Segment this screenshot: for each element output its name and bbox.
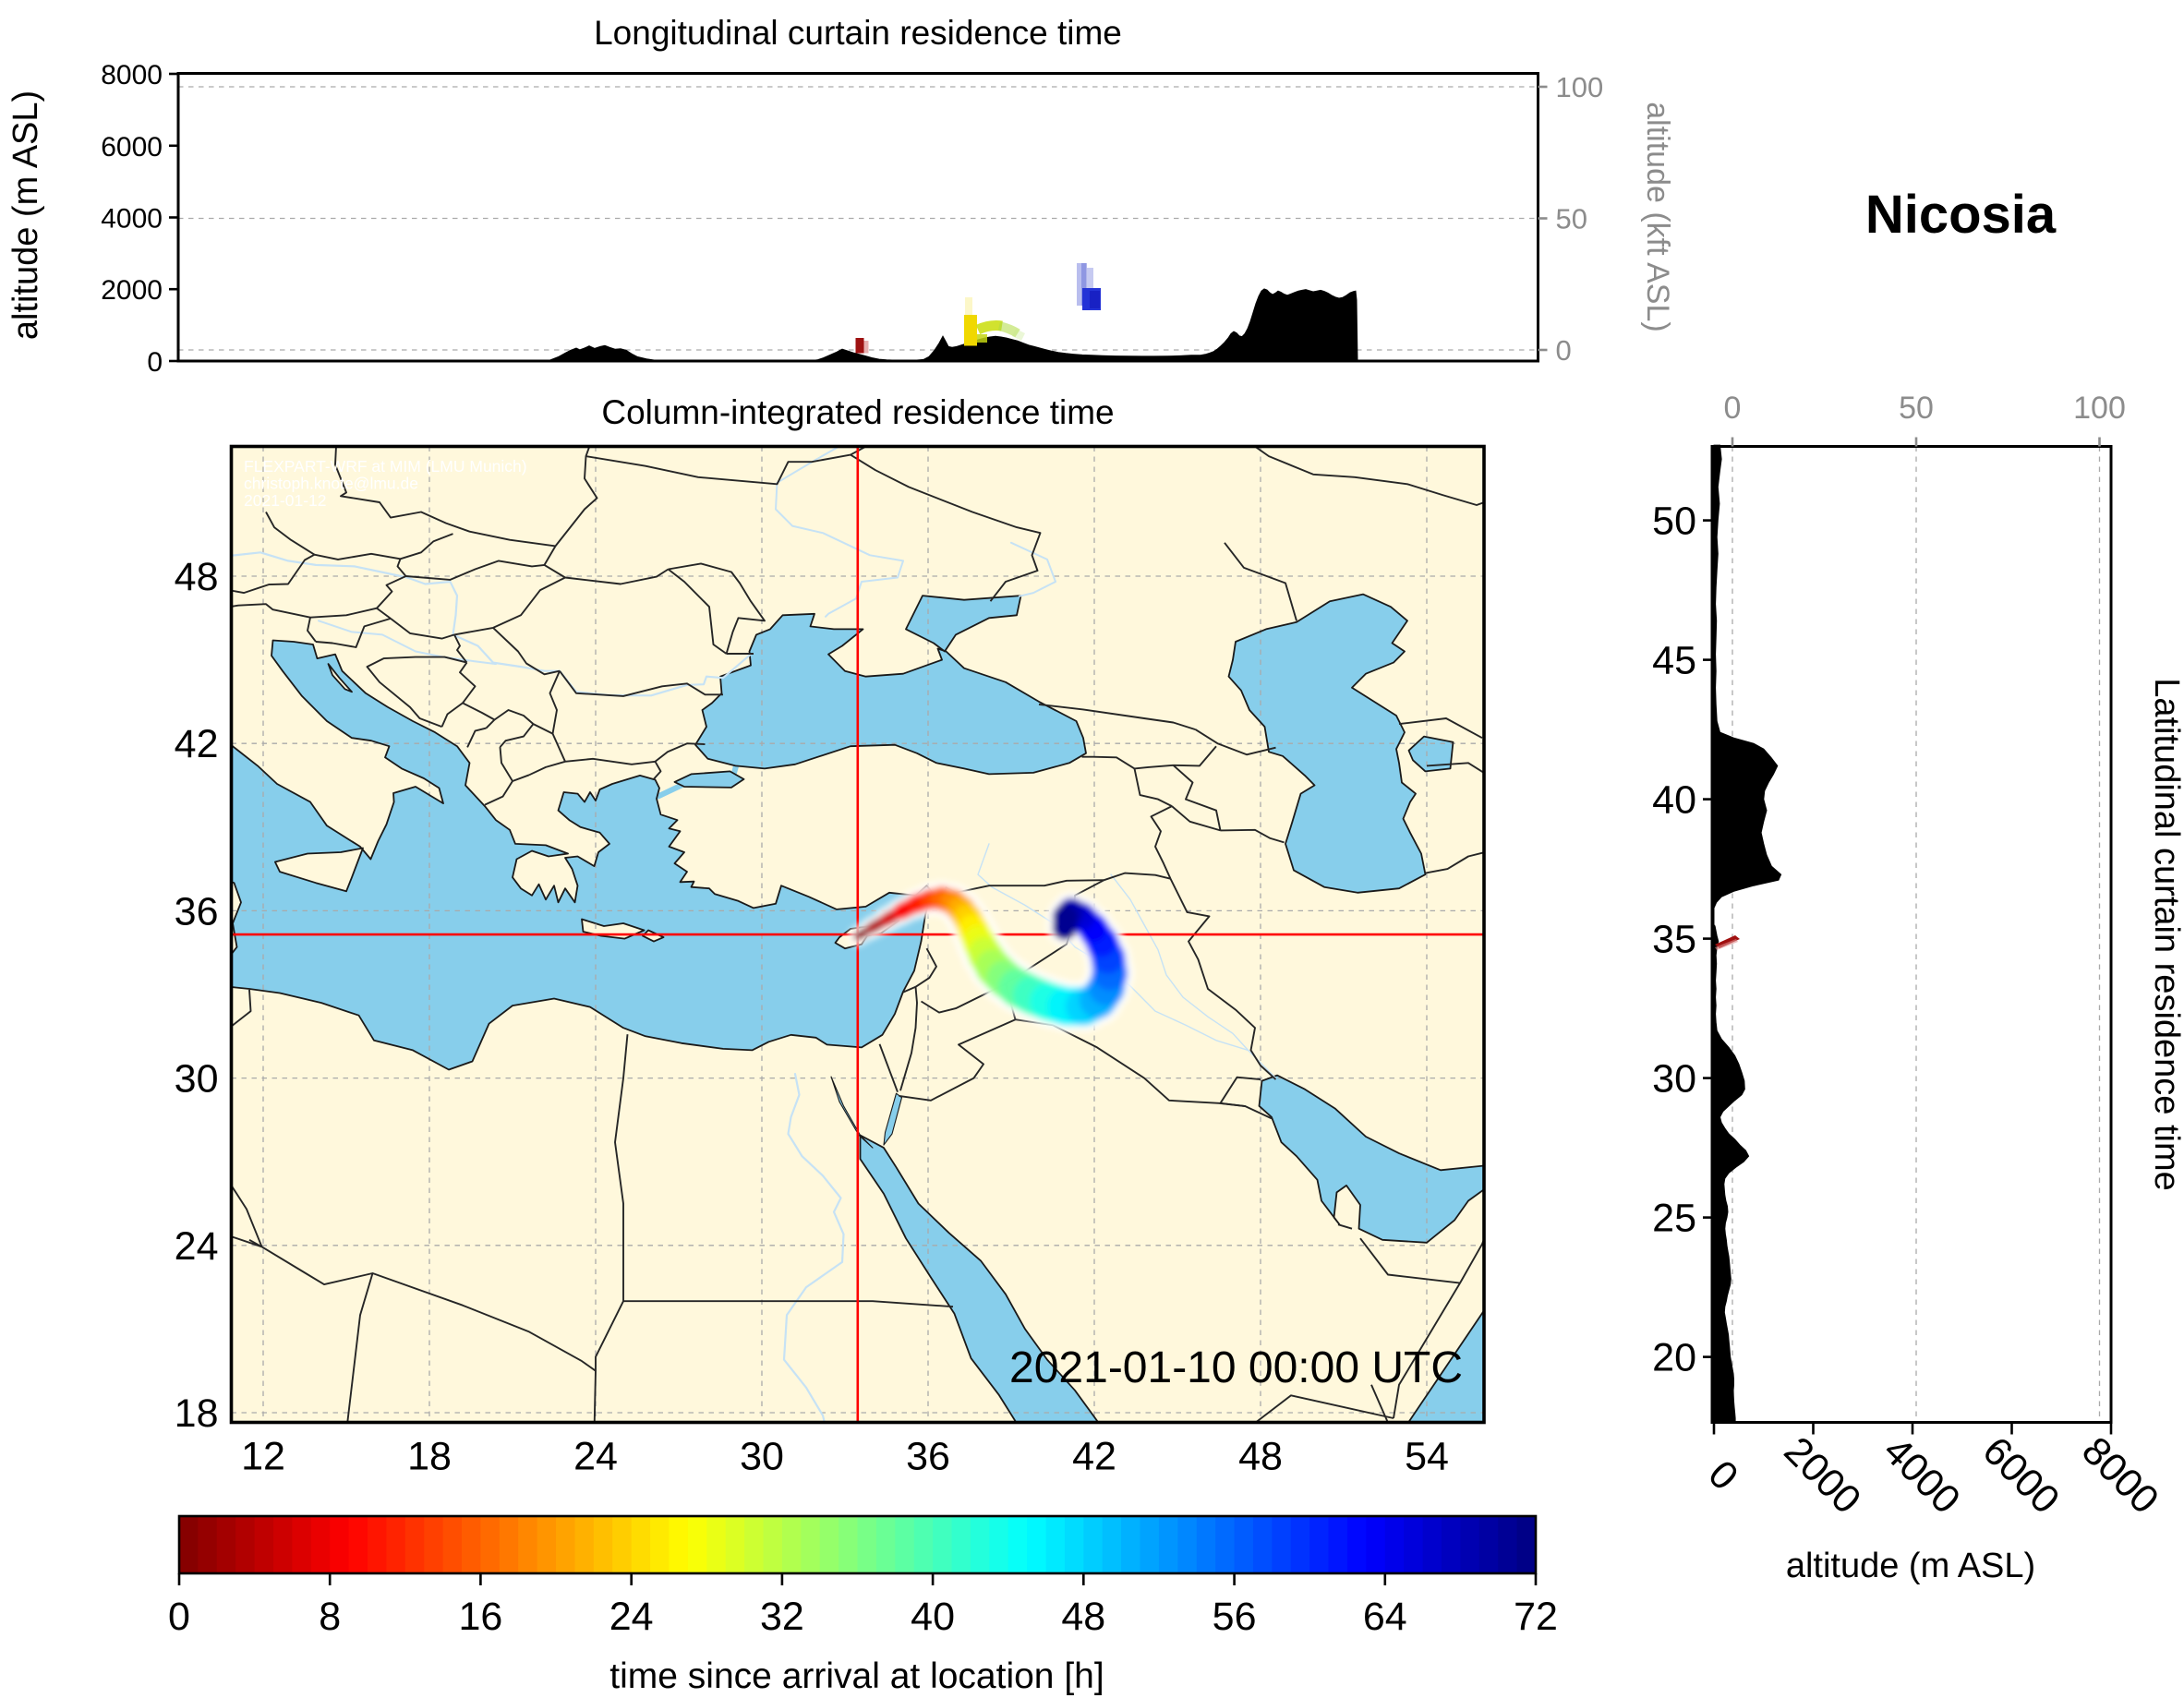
svg-text:4000: 4000 bbox=[101, 204, 163, 235]
svg-text:30: 30 bbox=[740, 1435, 784, 1479]
svg-text:50: 50 bbox=[1652, 500, 1696, 544]
svg-text:50: 50 bbox=[1899, 391, 1934, 426]
svg-text:20: 20 bbox=[1652, 1336, 1696, 1380]
svg-text:30: 30 bbox=[1652, 1057, 1696, 1102]
svg-text:36: 36 bbox=[175, 889, 219, 933]
svg-text:18: 18 bbox=[407, 1435, 452, 1479]
svg-text:56: 56 bbox=[1213, 1595, 1257, 1639]
svg-text:40: 40 bbox=[1652, 778, 1696, 823]
svg-text:48: 48 bbox=[1238, 1435, 1283, 1479]
svg-text:54: 54 bbox=[1405, 1435, 1449, 1479]
svg-text:FLEXPART-WRF at MIM (LMU Munic: FLEXPART-WRF at MIM (LMU Munich) bbox=[244, 457, 527, 476]
svg-text:0: 0 bbox=[1556, 334, 1572, 367]
svg-text:45: 45 bbox=[1652, 639, 1696, 683]
svg-text:0: 0 bbox=[168, 1595, 190, 1639]
svg-text:48: 48 bbox=[175, 555, 219, 599]
svg-text:64: 64 bbox=[1363, 1595, 1407, 1639]
svg-text:25: 25 bbox=[1652, 1197, 1696, 1241]
svg-text:Latitudinal curtain residence: Latitudinal curtain residence time bbox=[2147, 678, 2184, 1191]
svg-text:24: 24 bbox=[609, 1595, 654, 1639]
svg-text:2021-01-10 00:00 UTC: 2021-01-10 00:00 UTC bbox=[1009, 1343, 1463, 1392]
svg-text:18: 18 bbox=[175, 1391, 219, 1436]
svg-text:12: 12 bbox=[241, 1435, 285, 1479]
svg-text:100: 100 bbox=[1556, 71, 1604, 103]
svg-text:altitude (kft ASL): altitude (kft ASL) bbox=[1640, 102, 1675, 331]
svg-text:altitude (m ASL): altitude (m ASL) bbox=[1786, 1547, 2035, 1585]
svg-text:2021-01-12: 2021-01-12 bbox=[244, 491, 327, 510]
svg-text:50: 50 bbox=[1556, 203, 1587, 235]
svg-text:0: 0 bbox=[1724, 391, 1742, 426]
svg-text:42: 42 bbox=[1072, 1435, 1116, 1479]
svg-text:christoph.knote@lmu.de: christoph.knote@lmu.de bbox=[244, 475, 418, 493]
svg-text:time since arrival at location: time since arrival at location [h] bbox=[609, 1656, 1104, 1696]
svg-text:Longitudinal curtain residence: Longitudinal curtain residence time bbox=[594, 14, 1122, 52]
svg-text:36: 36 bbox=[906, 1435, 950, 1479]
svg-text:24: 24 bbox=[175, 1224, 219, 1269]
svg-text:32: 32 bbox=[760, 1595, 804, 1639]
svg-text:Nicosia: Nicosia bbox=[1865, 185, 2057, 245]
svg-text:0: 0 bbox=[147, 347, 163, 378]
svg-text:30: 30 bbox=[175, 1057, 219, 1102]
svg-text:24: 24 bbox=[573, 1435, 618, 1479]
svg-text:Column-integrated residence ti: Column-integrated residence time bbox=[601, 393, 1114, 431]
svg-text:8: 8 bbox=[319, 1595, 341, 1639]
svg-text:48: 48 bbox=[1061, 1595, 1105, 1639]
svg-text:72: 72 bbox=[1514, 1595, 1558, 1639]
svg-text:6000: 6000 bbox=[101, 132, 163, 163]
svg-text:2000: 2000 bbox=[101, 275, 163, 306]
svg-text:40: 40 bbox=[911, 1595, 955, 1639]
svg-text:35: 35 bbox=[1652, 918, 1696, 962]
svg-text:42: 42 bbox=[175, 722, 219, 766]
svg-text:8000: 8000 bbox=[101, 60, 163, 90]
svg-text:16: 16 bbox=[458, 1595, 502, 1639]
svg-text:altitude (m ASL): altitude (m ASL) bbox=[6, 90, 45, 340]
svg-text:100: 100 bbox=[2073, 391, 2126, 426]
